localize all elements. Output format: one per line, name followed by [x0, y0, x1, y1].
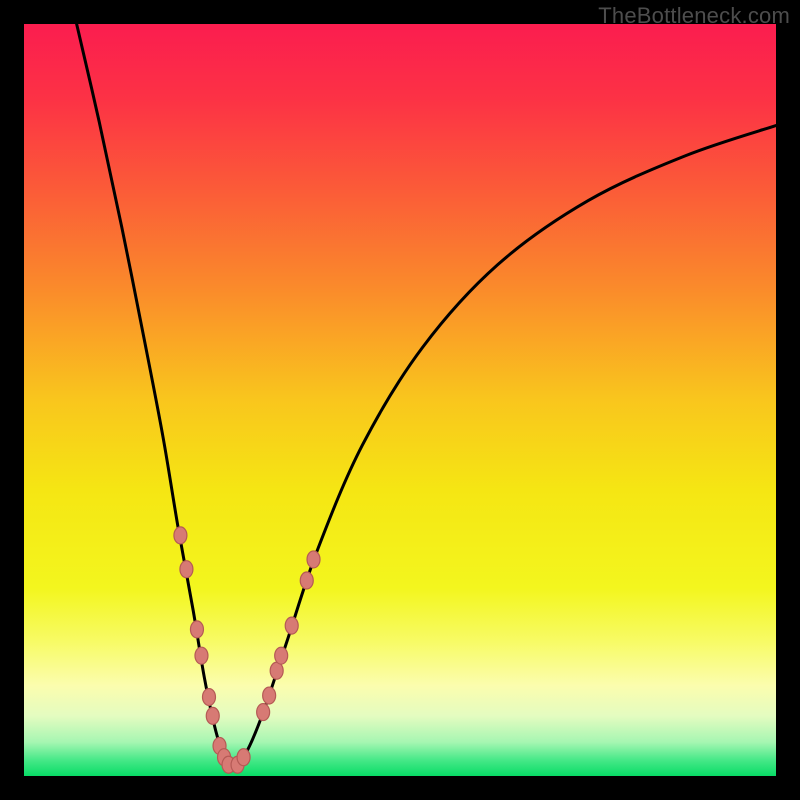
curve-marker — [206, 707, 219, 724]
curve-marker — [195, 647, 208, 664]
curve-marker — [257, 704, 270, 721]
curve-marker — [202, 689, 215, 706]
curve-marker — [275, 647, 288, 664]
curve-marker — [300, 572, 313, 589]
bottleneck-curve-layer — [24, 24, 776, 776]
curve-marker — [237, 749, 250, 766]
curve-marker — [180, 561, 193, 578]
bottleneck-curve — [77, 24, 776, 769]
curve-marker — [263, 687, 276, 704]
curve-marker — [174, 527, 187, 544]
curve-marker — [190, 621, 203, 638]
curve-markers — [174, 527, 320, 773]
plot-area — [24, 24, 776, 776]
watermark-text: TheBottleneck.com — [598, 3, 790, 29]
curve-marker — [307, 551, 320, 568]
curve-marker — [285, 617, 298, 634]
